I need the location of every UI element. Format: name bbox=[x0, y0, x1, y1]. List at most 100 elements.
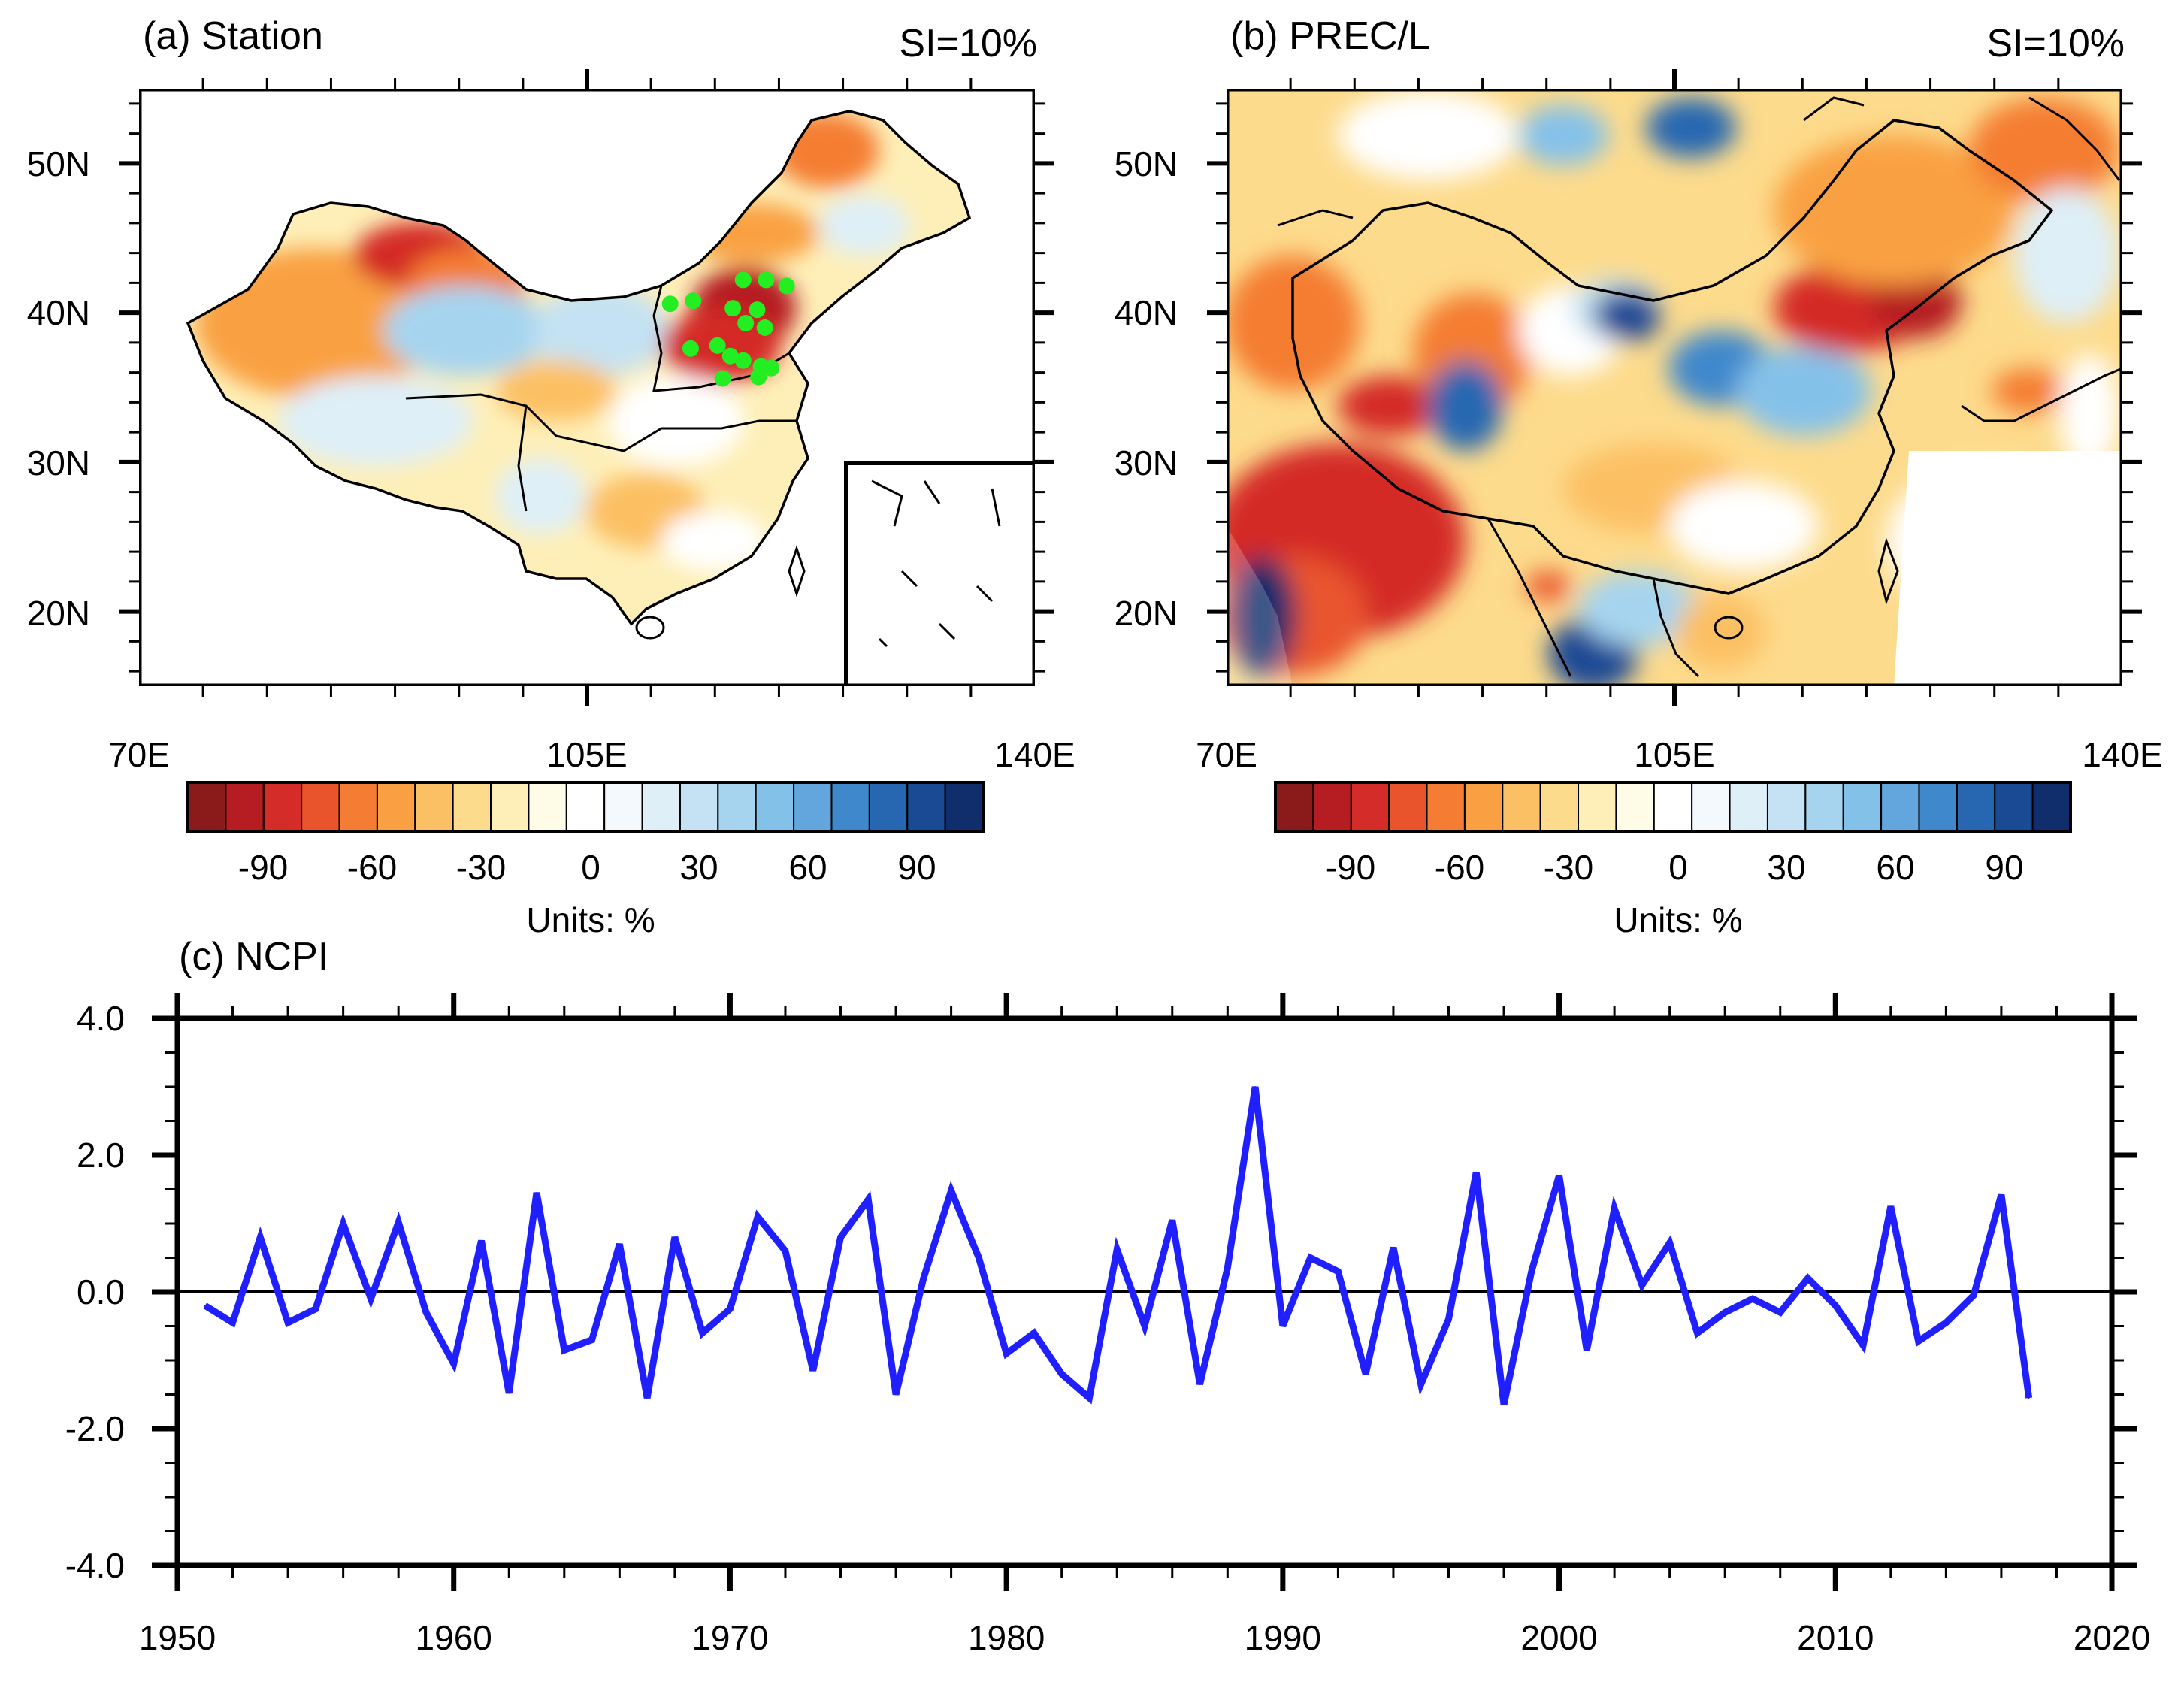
x-tick-label: 1980 bbox=[968, 1618, 1045, 1657]
panel-b-title: (b) PREC/L bbox=[1230, 14, 1430, 58]
panel-a-lat-labels: 50N 40N 30N 20N bbox=[27, 144, 90, 633]
colorbar-frame bbox=[1274, 781, 2072, 833]
station-marker bbox=[749, 301, 766, 319]
station-markers bbox=[661, 271, 795, 387]
colorbar-swatch bbox=[225, 782, 265, 833]
station-marker bbox=[750, 368, 767, 386]
panel-a-si-label: SI=10% bbox=[899, 22, 1037, 65]
y-tick-label: 2.0 bbox=[77, 1136, 125, 1175]
x-tick-label: 1950 bbox=[139, 1618, 216, 1657]
ncpi-point bbox=[1586, 1349, 1588, 1351]
lat-label-30n: 30N bbox=[27, 443, 90, 482]
colorbar-swatch bbox=[1615, 782, 1655, 833]
colorbar-swatch bbox=[1426, 782, 1466, 833]
lat-label-20n: 20N bbox=[27, 594, 90, 633]
station-marker bbox=[714, 370, 731, 387]
panel-c: (c) NCPI 4.02.00.0-2.0-4.0 1950 1960 1970 1… bbox=[65, 935, 2150, 1657]
ncpi-point bbox=[1558, 1175, 1560, 1177]
x-tick-label: 1990 bbox=[1245, 1618, 1321, 1657]
panel-b-units: Units: % bbox=[1614, 900, 1742, 939]
colorbar-a-tick: 60 bbox=[788, 848, 827, 887]
station-marker bbox=[734, 352, 752, 369]
colorbar-swatch bbox=[1842, 782, 1883, 833]
station-marker bbox=[763, 359, 780, 377]
ncpi-point bbox=[287, 1321, 289, 1323]
ncpi-point bbox=[370, 1298, 372, 1300]
ncpi-point bbox=[673, 1236, 676, 1239]
colorbar-swatch bbox=[1766, 782, 1807, 833]
lon-label-105e: 105E bbox=[546, 735, 627, 774]
ncpi-point bbox=[1530, 1270, 1532, 1272]
colorbar-swatch bbox=[830, 782, 870, 833]
lon-label-105e: 105E bbox=[1634, 735, 1714, 774]
colorbar-swatch bbox=[641, 782, 681, 833]
colorbar-swatch bbox=[301, 782, 340, 833]
y-tick-label: -2.0 bbox=[65, 1409, 125, 1448]
panel-b-map bbox=[1227, 89, 2122, 686]
station-marker bbox=[737, 315, 755, 332]
panel-b-lon-labels: 70E 105E 140E bbox=[1196, 735, 2163, 774]
ncpi-point bbox=[1696, 1332, 1698, 1334]
colorbar-b-tick: -60 bbox=[1435, 848, 1484, 887]
x-tick-label: 2020 bbox=[2074, 1618, 2150, 1657]
colorbar-swatch bbox=[414, 782, 454, 833]
colorbar-b-tick: -90 bbox=[1326, 848, 1375, 887]
panel-a-colorbar-ticks: -90 -60 -30 0 30 60 90 bbox=[238, 848, 936, 887]
panel-c-xtick-labels: 1950 1960 1970 1980 1990 2000 2010 2020 bbox=[139, 1618, 2150, 1657]
colorbar-a-tick: 90 bbox=[897, 848, 936, 887]
panel-a-colorbar bbox=[186, 781, 985, 833]
station-marker bbox=[685, 292, 702, 310]
ncpi-point bbox=[978, 1257, 980, 1259]
colorbar-swatch bbox=[717, 782, 757, 833]
x-tick-label: 1970 bbox=[691, 1618, 768, 1657]
ncpi-point bbox=[1641, 1284, 1643, 1286]
ncpi-point bbox=[1807, 1277, 1809, 1279]
colorbar-swatch bbox=[2031, 782, 2072, 833]
y-tick-label: 0.0 bbox=[77, 1272, 125, 1311]
station-marker bbox=[734, 271, 752, 289]
colorbar-a-tick: -90 bbox=[238, 848, 288, 887]
ncpi-point bbox=[1337, 1270, 1339, 1272]
station-marker bbox=[721, 347, 739, 365]
panel-a-lon-labels: 70E 105E 140E bbox=[108, 735, 1075, 774]
station-marker bbox=[724, 300, 742, 317]
ncpi-point bbox=[619, 1243, 621, 1245]
colorbar-swatch bbox=[1918, 782, 1958, 833]
ncpi-point bbox=[646, 1397, 649, 1399]
lat-label-40n: 40N bbox=[27, 293, 90, 332]
ncpi-point bbox=[259, 1236, 262, 1239]
ncpi-point bbox=[342, 1223, 344, 1224]
ncpi-point bbox=[1199, 1383, 1201, 1385]
ncpi-point bbox=[1088, 1397, 1090, 1399]
lon-label-140e: 140E bbox=[994, 735, 1075, 774]
colorbar-swatch bbox=[376, 782, 416, 833]
colorbar-swatch bbox=[1956, 782, 1996, 833]
colorbar-swatch bbox=[187, 782, 227, 833]
ncpi-point bbox=[1475, 1171, 1478, 1173]
panel-c-title: (c) NCPI bbox=[179, 935, 328, 979]
ncpi-point bbox=[563, 1349, 565, 1351]
ncpi-point bbox=[2028, 1397, 2030, 1399]
panel-b-colorbar bbox=[1274, 781, 2072, 833]
lon-label-70e: 70E bbox=[1196, 735, 1257, 774]
ncpi-point bbox=[922, 1277, 924, 1279]
ncpi-point bbox=[1309, 1257, 1311, 1259]
x-tick-label: 2010 bbox=[1797, 1618, 1874, 1657]
ncpi-point bbox=[314, 1308, 316, 1310]
ncpi-point bbox=[1144, 1325, 1145, 1327]
ncpi-point bbox=[1835, 1305, 1837, 1307]
colorbar-swatch bbox=[490, 782, 530, 833]
ncpi-point bbox=[1751, 1298, 1753, 1300]
colorbar-swatch bbox=[1350, 782, 1390, 833]
ncpi-point bbox=[1668, 1242, 1671, 1244]
ncpi-point bbox=[950, 1190, 952, 1192]
ncpi-point bbox=[1973, 1294, 1975, 1296]
ncpi-point bbox=[1862, 1344, 1865, 1346]
ncpi-point bbox=[1227, 1267, 1229, 1269]
colorbar-swatch bbox=[1275, 782, 1314, 833]
ncpi-point bbox=[1171, 1219, 1173, 1221]
panel-a-units: Units: % bbox=[526, 900, 655, 939]
colorbar-swatch bbox=[1502, 782, 1541, 833]
ncpi-point bbox=[398, 1221, 400, 1224]
colorbar-a-tick: 0 bbox=[581, 848, 600, 887]
